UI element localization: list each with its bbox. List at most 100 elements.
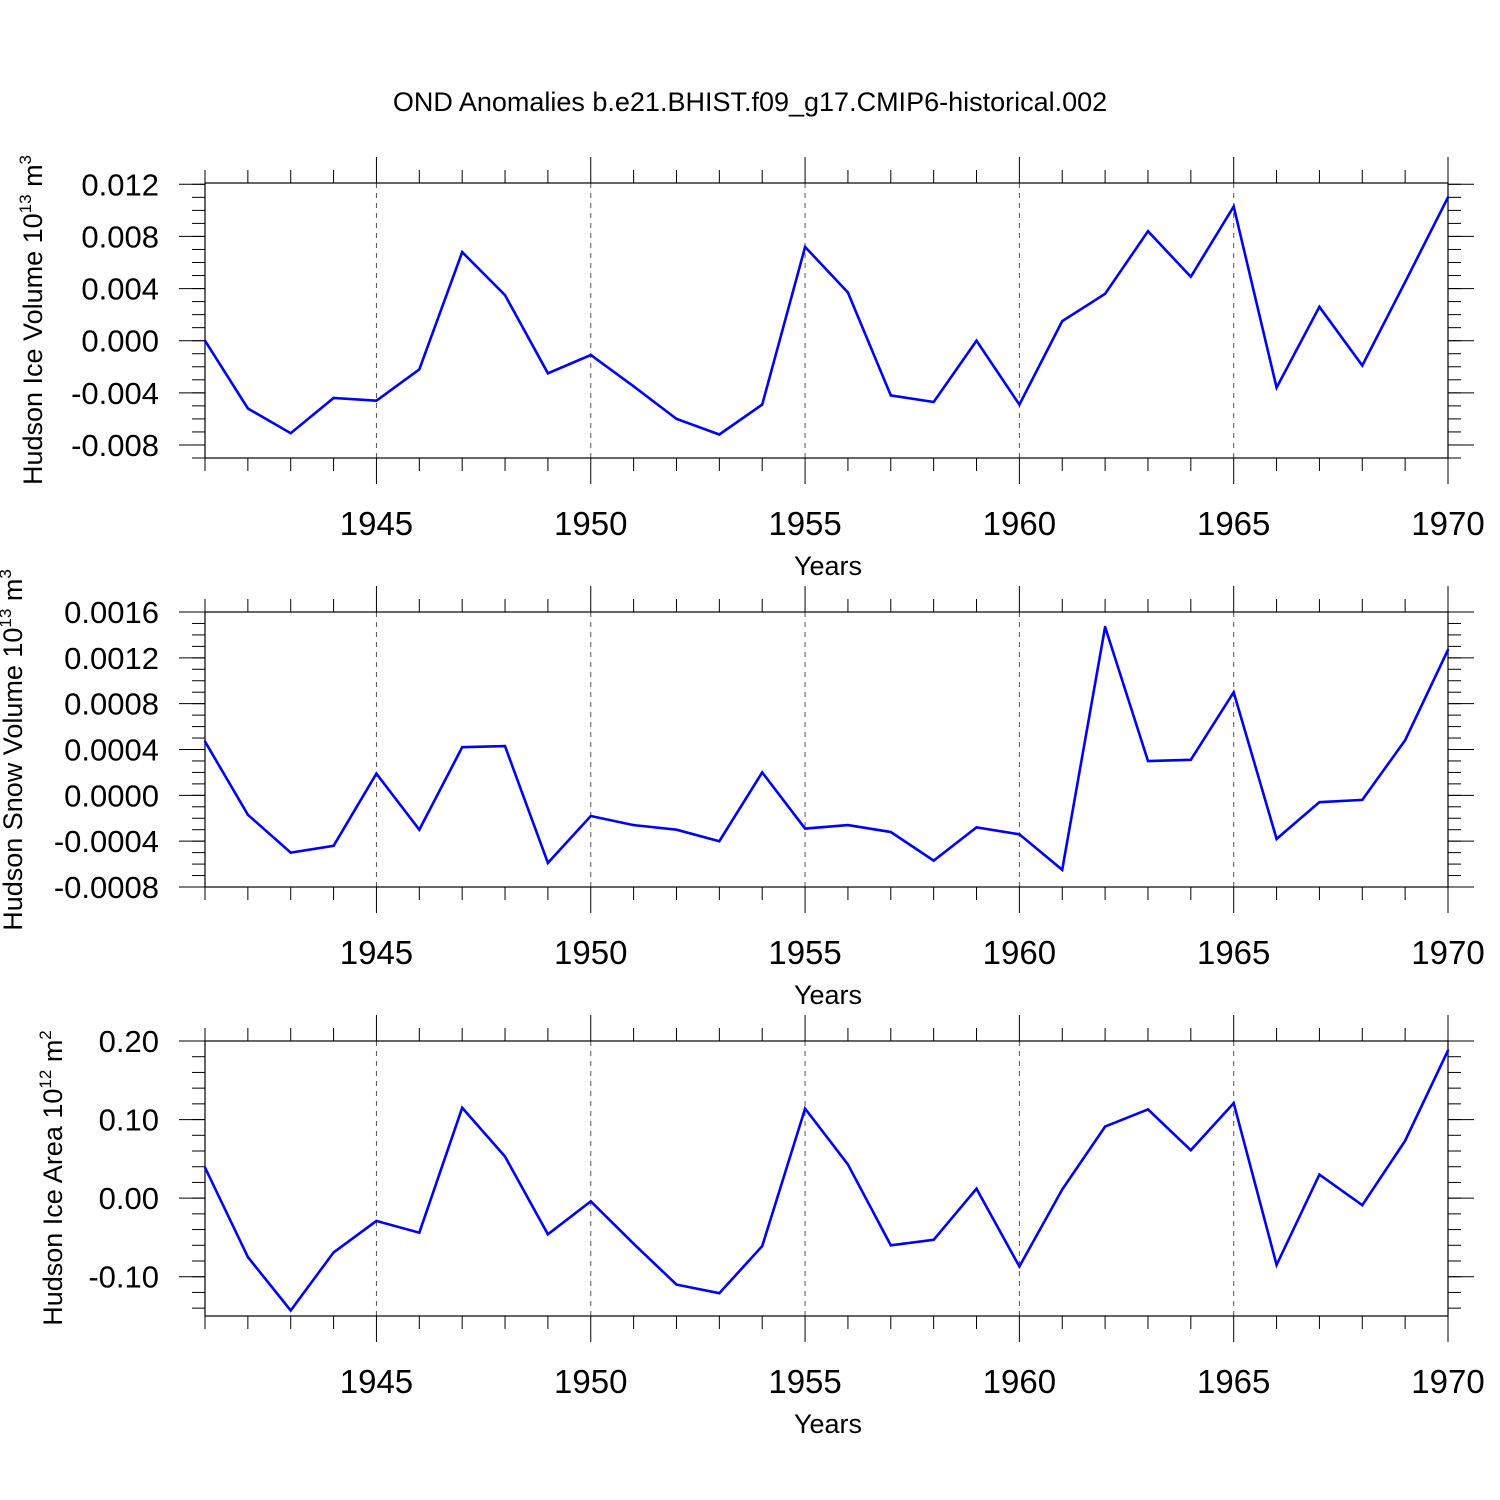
- data-point: [332, 844, 335, 847]
- x-tick-label: 1955: [768, 934, 841, 971]
- data-point: [589, 1200, 592, 1203]
- x-tick-label: 1960: [983, 1363, 1056, 1400]
- data-point: [375, 772, 378, 775]
- data-point: [1189, 275, 1193, 279]
- x-tick-label: 1965: [1197, 934, 1270, 971]
- y-tick-label: 0.0000: [64, 778, 159, 813]
- data-point: [761, 771, 764, 774]
- x-tick-label: 1950: [554, 934, 627, 971]
- data-point: [203, 740, 207, 743]
- data-point: [761, 403, 764, 406]
- x-axis-label: Years: [794, 1409, 862, 1439]
- data-point: [546, 372, 550, 375]
- y-tick-label: -0.004: [71, 376, 159, 411]
- data-point: [846, 823, 850, 827]
- data-point: [1232, 205, 1235, 208]
- data-point: [1403, 739, 1407, 742]
- data-point: [803, 245, 807, 249]
- data-point: [975, 339, 978, 342]
- data-point: [1275, 386, 1278, 389]
- data-point: [418, 828, 421, 831]
- y-tick-label: 0.004: [81, 272, 159, 307]
- data-point: [1018, 1265, 1021, 1268]
- data-point: [289, 432, 292, 435]
- data-point: [1232, 1101, 1235, 1105]
- y-tick-label: 0.0012: [64, 641, 159, 676]
- data-point: [1446, 196, 1450, 199]
- data-point: [846, 291, 850, 294]
- x-tick-label: 1955: [768, 505, 841, 542]
- data-point: [1018, 833, 1021, 836]
- data-point: [932, 1238, 935, 1241]
- series-line: [203, 626, 1450, 873]
- ice-area-panel: 0.20 0.10 0.00 -0.10 1945 1950 1955 1960 1965 197…: [36, 1015, 1485, 1439]
- y-axis-label-unit: m: [0, 579, 28, 609]
- data-point: [1146, 759, 1150, 763]
- data-point: [1318, 801, 1321, 804]
- data-point: [1275, 837, 1278, 841]
- data-point: [203, 339, 207, 342]
- data-point: [846, 1163, 850, 1166]
- data-point: [1061, 319, 1064, 323]
- x-tick-label: 1950: [554, 1363, 627, 1400]
- y-axis-label-text: Hudson Snow Volume 10: [0, 628, 28, 931]
- y-axis-label-unit-exponent: 3: [0, 569, 15, 578]
- data-point: [1361, 1204, 1364, 1207]
- data-point: [889, 394, 892, 397]
- data-point: [375, 399, 378, 402]
- data-point: [1361, 364, 1364, 367]
- data-point: [1446, 1049, 1450, 1052]
- data-point: [1189, 758, 1193, 762]
- figure-title: OND Anomalies b.e21.BHIST.f09_g17.CMIP6-…: [393, 87, 1107, 117]
- y-tick-label: 0.0004: [64, 733, 159, 768]
- data-point: [460, 1106, 464, 1109]
- x-tick-label: 1965: [1197, 505, 1270, 542]
- data-point: [1318, 1173, 1321, 1176]
- data-point: [589, 814, 592, 818]
- data-point: [632, 823, 635, 827]
- data-point: [803, 827, 807, 830]
- y-tick-label: 0.008: [81, 219, 159, 254]
- data-point: [632, 1242, 635, 1245]
- data-point: [1232, 691, 1235, 694]
- data-point: [289, 1309, 292, 1312]
- data-point: [1403, 1139, 1407, 1142]
- y-axis-label-exponent: 12: [36, 1070, 55, 1089]
- data-point: [675, 417, 678, 421]
- data-point: [1146, 230, 1150, 233]
- y-tick-label: 0.0016: [64, 595, 159, 630]
- y-axis-label-unit: m: [38, 1040, 68, 1070]
- data-point: [889, 1244, 892, 1247]
- y-axis-label: Hudson Snow Volume 1013 m3: [0, 569, 28, 931]
- y-axis-label-exponent: 13: [16, 194, 35, 213]
- y-axis-label-exponent: 13: [0, 609, 15, 628]
- data-point: [718, 1292, 721, 1295]
- y-axis-label-text: Hudson Ice Area 10: [38, 1089, 68, 1326]
- x-tick-label: 1965: [1197, 1363, 1270, 1400]
- ice-volume-panel: 0.012 0.008 0.004 0.000 -0.004 -0.008 1945 1950…: [16, 155, 1485, 581]
- data-point: [1318, 305, 1321, 309]
- y-tick-label: 0.000: [81, 324, 159, 359]
- data-point: [246, 813, 250, 817]
- data-point: [503, 1155, 507, 1158]
- data-point: [289, 851, 292, 854]
- y-tick-label: 0.10: [99, 1103, 159, 1138]
- y-axis-label: Hudson Ice Volume 1013 m3: [16, 155, 48, 485]
- y-axis-label-unit: m: [18, 164, 48, 194]
- data-point: [932, 859, 935, 862]
- x-tick-label: 1960: [983, 934, 1056, 971]
- data-point: [1103, 292, 1107, 295]
- data-point: [1446, 648, 1450, 652]
- data-point: [803, 1107, 807, 1110]
- data-point: [203, 1166, 207, 1169]
- data-point: [332, 1251, 335, 1254]
- x-tick-label: 1945: [340, 505, 413, 542]
- y-axis-label-unit-exponent: 3: [16, 155, 35, 164]
- x-tick-label: 1945: [340, 1363, 413, 1400]
- data-point: [332, 396, 335, 400]
- data-point: [460, 746, 464, 749]
- data-point: [1361, 798, 1364, 802]
- y-tick-label: 0.00: [99, 1181, 159, 1216]
- data-point: [1146, 1108, 1150, 1111]
- data-point: [632, 385, 635, 388]
